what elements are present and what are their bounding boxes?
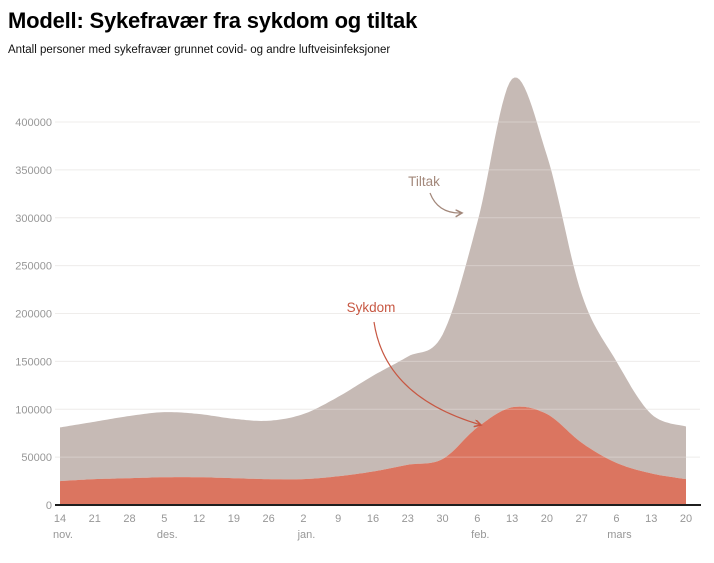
x-axis-label: 6: [474, 513, 480, 525]
y-axis-label: 100000: [15, 404, 52, 416]
x-axis-label: 27: [576, 513, 588, 525]
chart-title: Modell: Sykefravær fra sykdom og tiltak: [8, 8, 418, 33]
chart-subtitle: Antall personer med sykefravær grunnet c…: [8, 44, 391, 57]
x-axis-label: 13: [506, 513, 518, 525]
y-axis-label: 200000: [15, 309, 52, 321]
x-axis-label: 28: [123, 513, 135, 525]
annotation-arrow-tiltak: [429, 192, 462, 213]
x-axis-label: 9: [335, 513, 341, 525]
x-axis-label: 16: [367, 513, 379, 525]
x-axis-month-label: jan.: [297, 529, 316, 541]
y-axis-label: 300000: [15, 213, 52, 225]
page: Modell: Sykefravær fra sykdom og tiltak …: [0, 8, 714, 563]
y-axis-label: 250000: [15, 261, 52, 273]
x-axis-month-label: mars: [607, 529, 632, 541]
x-axis-month-label: des.: [157, 529, 178, 541]
x-axis-label: 14: [54, 513, 66, 525]
x-axis-label: 5: [161, 513, 167, 525]
annotation-arrow-sykdom: [373, 322, 481, 425]
x-axis-label: 21: [89, 513, 101, 525]
x-axis-label: 6: [613, 513, 619, 525]
x-axis-label: 20: [680, 513, 692, 525]
y-axis-label: 0: [46, 500, 52, 512]
y-axis-label: 400000: [15, 117, 52, 129]
x-axis-label: 13: [645, 513, 657, 525]
x-axis-label: 19: [228, 513, 240, 525]
x-axis-label: 26: [263, 513, 275, 525]
x-axis-label: 2: [300, 513, 306, 525]
area-tiltak: [60, 77, 686, 482]
x-axis-label: 20: [541, 513, 553, 525]
x-axis-label: 30: [436, 513, 448, 525]
y-axis-label: 350000: [15, 165, 52, 177]
annotation-label-tiltak: Tiltak: [408, 174, 440, 189]
y-axis-label: 50000: [21, 452, 52, 464]
x-axis-month-label: nov.: [53, 529, 73, 541]
x-axis-label: 23: [402, 513, 414, 525]
chart-svg: 0 50000 100000 150000 200000 250000 300000 3500…: [15, 77, 701, 541]
y-axis-label: 150000: [15, 356, 52, 368]
annotation-label-sykdom: Sykdom: [347, 300, 396, 315]
x-axis-label: 12: [193, 513, 205, 525]
area-sykdom: [60, 406, 686, 506]
x-axis-month-label: feb.: [471, 529, 489, 541]
